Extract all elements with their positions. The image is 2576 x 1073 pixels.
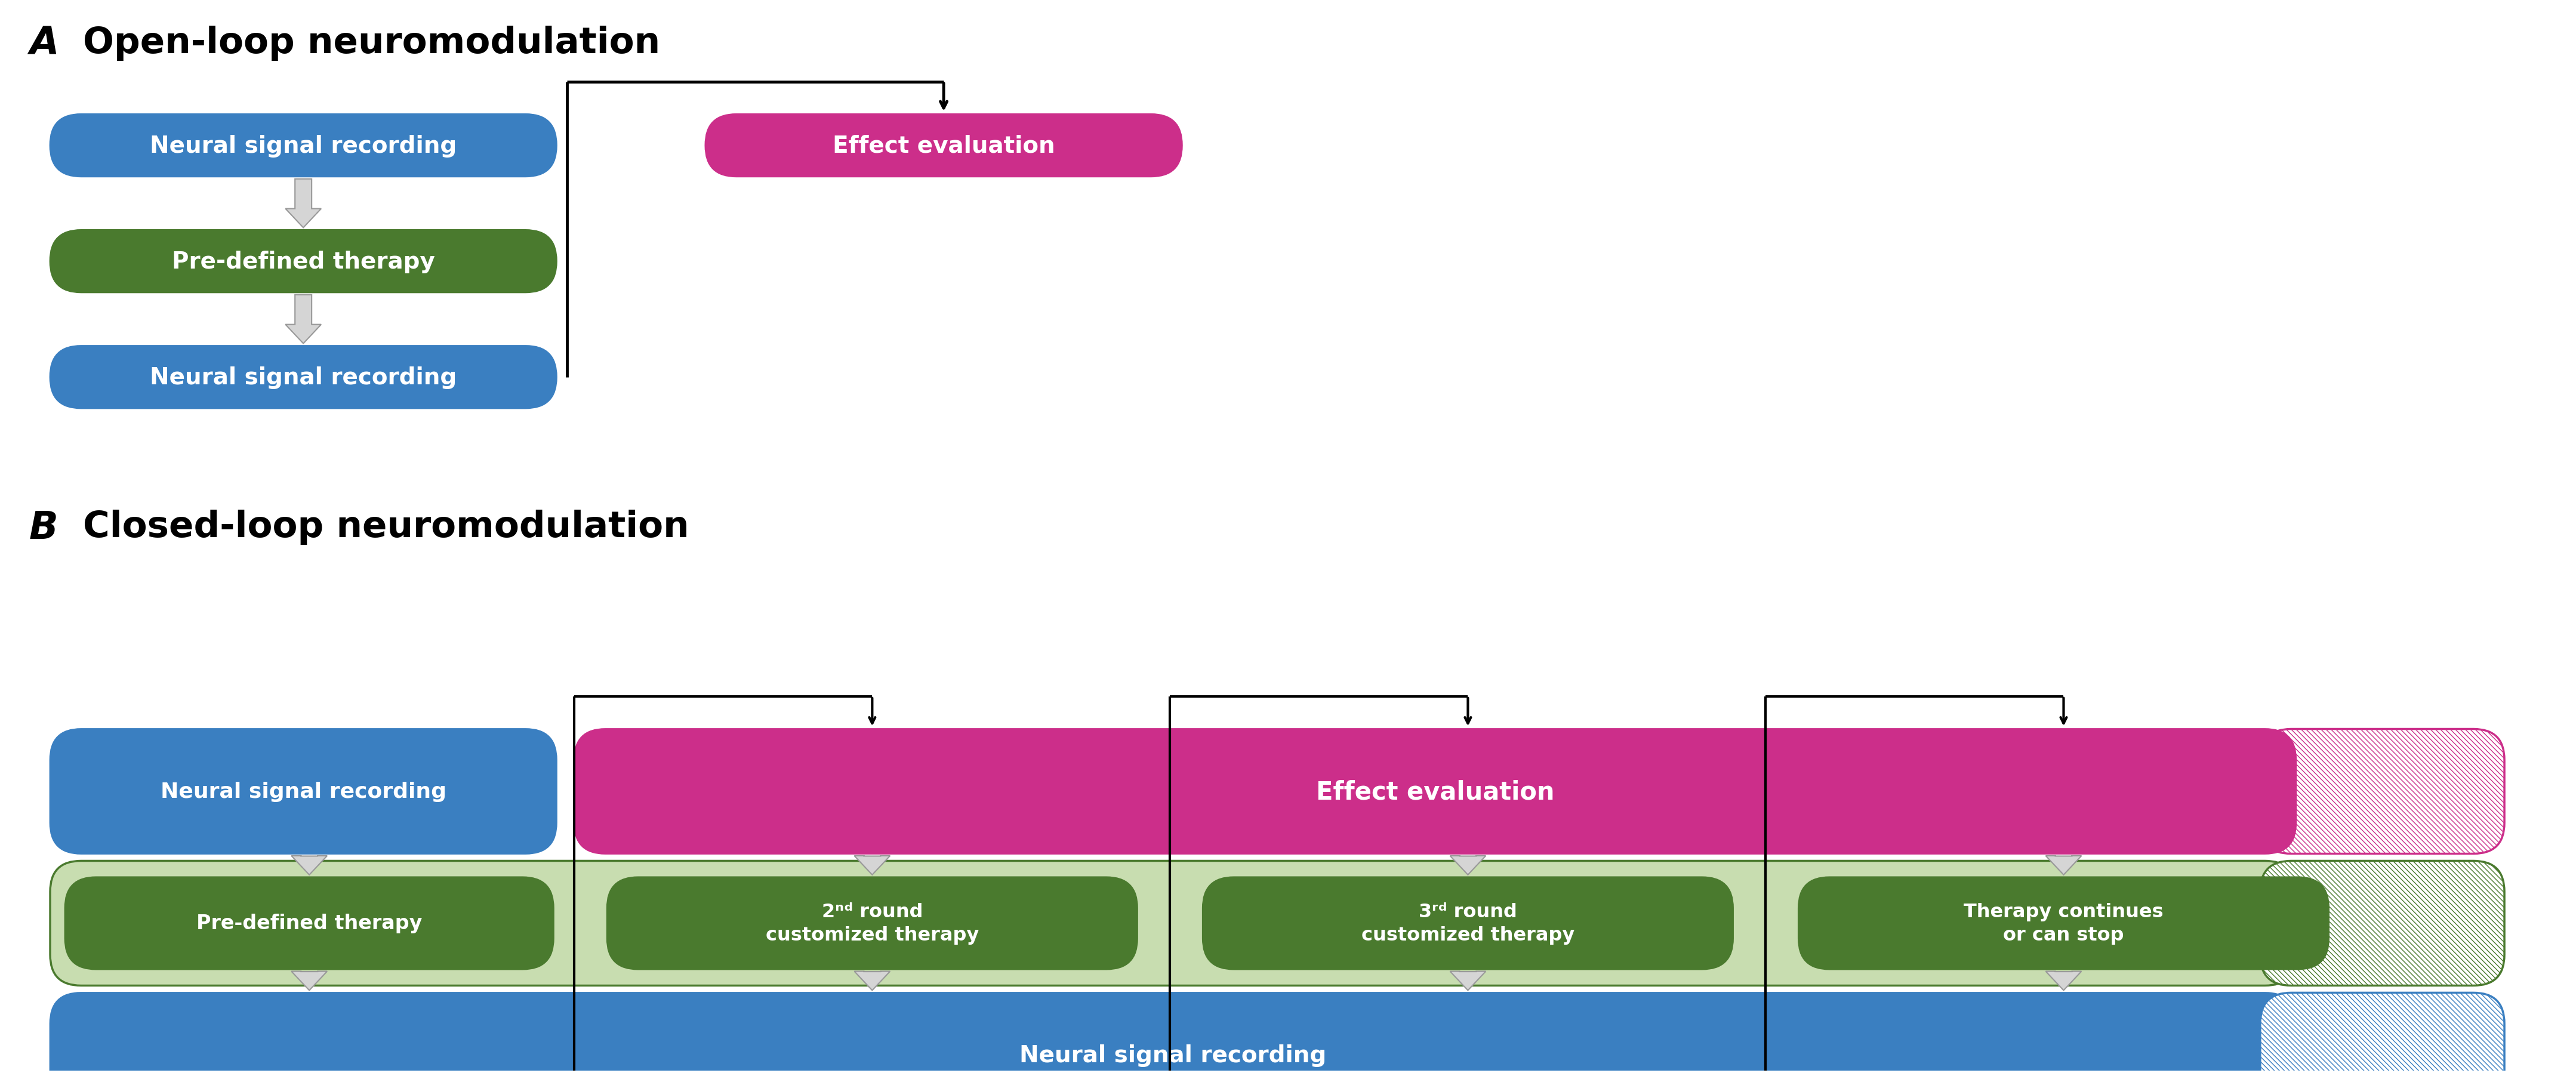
FancyBboxPatch shape: [49, 115, 556, 177]
FancyArrow shape: [2045, 856, 2081, 874]
FancyArrow shape: [1450, 856, 1486, 874]
Text: Effect evaluation: Effect evaluation: [1316, 779, 1553, 804]
Text: Neural signal recording: Neural signal recording: [160, 781, 446, 802]
FancyArrow shape: [1450, 971, 1486, 990]
FancyArrow shape: [855, 971, 891, 990]
FancyArrow shape: [2045, 971, 2081, 990]
FancyArrow shape: [291, 971, 327, 990]
FancyBboxPatch shape: [49, 730, 556, 854]
FancyBboxPatch shape: [49, 231, 556, 293]
Text: 3ʳᵈ round
customized therapy: 3ʳᵈ round customized therapy: [1360, 902, 1574, 944]
FancyArrow shape: [286, 179, 322, 229]
FancyBboxPatch shape: [2259, 861, 2504, 986]
FancyBboxPatch shape: [1798, 878, 2329, 969]
FancyBboxPatch shape: [1203, 878, 1734, 969]
FancyBboxPatch shape: [64, 878, 554, 969]
Text: Neural signal recording: Neural signal recording: [1020, 1044, 1327, 1067]
Text: Pre-defined therapy: Pre-defined therapy: [196, 913, 422, 934]
Text: Neural signal recording: Neural signal recording: [149, 134, 456, 157]
FancyBboxPatch shape: [49, 861, 2295, 986]
Text: Effect evaluation: Effect evaluation: [832, 134, 1056, 157]
FancyBboxPatch shape: [49, 347, 556, 409]
FancyBboxPatch shape: [608, 878, 1136, 969]
FancyArrow shape: [855, 856, 891, 874]
Text: Neural signal recording: Neural signal recording: [149, 366, 456, 388]
Text: A: A: [28, 26, 59, 62]
FancyArrow shape: [286, 295, 322, 343]
FancyArrow shape: [291, 856, 327, 874]
FancyBboxPatch shape: [706, 115, 1182, 177]
Text: 2ⁿᵈ round
customized therapy: 2ⁿᵈ round customized therapy: [765, 902, 979, 944]
Text: Closed-loop neuromodulation: Closed-loop neuromodulation: [82, 510, 690, 545]
FancyBboxPatch shape: [2259, 730, 2504, 854]
FancyBboxPatch shape: [574, 730, 2295, 854]
Text: Open-loop neuromodulation: Open-loop neuromodulation: [82, 26, 659, 61]
Text: B: B: [28, 510, 59, 546]
FancyBboxPatch shape: [49, 993, 2295, 1073]
Text: Pre-defined therapy: Pre-defined therapy: [173, 250, 435, 273]
FancyBboxPatch shape: [2259, 993, 2504, 1073]
Text: Therapy continues
or can stop: Therapy continues or can stop: [1963, 902, 2164, 944]
